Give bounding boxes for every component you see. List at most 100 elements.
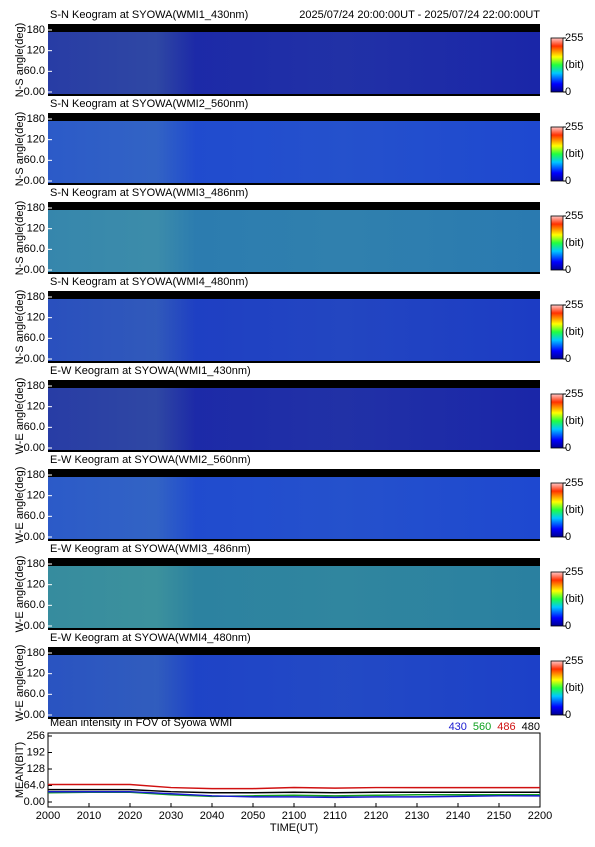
y-tick-label: 256 bbox=[27, 730, 45, 742]
y-tick-label: 120 bbox=[27, 45, 45, 57]
y-tick-label: 180 bbox=[27, 202, 45, 214]
colorbar-tick-label: 255 bbox=[565, 32, 583, 44]
y-tick-label: 0.00 bbox=[24, 442, 45, 454]
colorbar-label: (bit) bbox=[565, 326, 584, 338]
colorbar bbox=[550, 304, 564, 360]
x-tick-label: 2000 bbox=[36, 810, 60, 822]
colorbar bbox=[550, 660, 564, 716]
colorbar-label: (bit) bbox=[565, 148, 584, 160]
y-axis-label: N-S angle(deg) bbox=[14, 201, 26, 276]
y-tick-label: 60.0 bbox=[24, 510, 45, 522]
legend-entry: 486 bbox=[497, 721, 515, 733]
x-tick-label: 2040 bbox=[200, 810, 224, 822]
x-tick-label: 2130 bbox=[405, 810, 429, 822]
y-tick-label: 180 bbox=[27, 380, 45, 392]
x-tick-label: 2010 bbox=[77, 810, 101, 822]
y-tick-label: 120 bbox=[27, 401, 45, 413]
y-tick-label: 60.0 bbox=[24, 65, 45, 77]
y-tick-label: 120 bbox=[27, 223, 45, 235]
y-axis-label: MEAN(BIT) bbox=[14, 742, 26, 798]
y-tick-label: 0.00 bbox=[24, 796, 45, 808]
colorbar-tick-label: 255 bbox=[565, 566, 583, 578]
colorbar-tick-label: 255 bbox=[565, 388, 583, 400]
y-tick-label: 0.00 bbox=[24, 709, 45, 721]
colorbar-tick-label: 255 bbox=[565, 121, 583, 133]
colorbar-tick-label: 255 bbox=[565, 477, 583, 489]
panel-title: S-N Keogram at SYOWA(WMI1_430nm) bbox=[50, 9, 248, 21]
y-tick-label: 180 bbox=[27, 469, 45, 481]
panel-title: E-W Keogram at SYOWA(WMI4_480nm) bbox=[50, 632, 251, 644]
y-axis-label: N-S angle(deg) bbox=[14, 23, 26, 98]
keogram-texture bbox=[48, 388, 540, 450]
y-axis-label: W-E angle(deg) bbox=[14, 467, 26, 544]
y-tick-label: 120 bbox=[27, 668, 45, 680]
y-tick-label: 0.00 bbox=[24, 353, 45, 365]
y-tick-label: 180 bbox=[27, 291, 45, 303]
y-axis-label: W-E angle(deg) bbox=[14, 645, 26, 722]
x-tick-label: 2200 bbox=[528, 810, 552, 822]
y-tick-label: 180 bbox=[27, 113, 45, 125]
y-tick-label: 0.00 bbox=[24, 175, 45, 187]
colorbar bbox=[550, 482, 564, 538]
colorbar-tick-label: 0 bbox=[565, 264, 571, 276]
y-tick-label: 180 bbox=[27, 647, 45, 659]
panel-title: E-W Keogram at SYOWA(WMI3_486nm) bbox=[50, 543, 251, 555]
y-axis-label: W-E angle(deg) bbox=[14, 556, 26, 633]
colorbar-label: (bit) bbox=[565, 504, 584, 516]
y-tick-label: 128 bbox=[27, 763, 45, 775]
time-range: 2025/07/24 20:00:00UT - 2025/07/24 22:00… bbox=[299, 9, 540, 21]
colorbar-tick-label: 0 bbox=[565, 531, 571, 543]
keogram-texture bbox=[48, 210, 540, 272]
y-tick-label: 0.00 bbox=[24, 264, 45, 276]
y-tick-label: 60.0 bbox=[24, 421, 45, 433]
series-line bbox=[48, 790, 540, 799]
y-axis-label: N-S angle(deg) bbox=[14, 112, 26, 187]
colorbar-tick-label: 0 bbox=[565, 175, 571, 187]
legend-entry: 430 bbox=[449, 721, 467, 733]
y-tick-label: 0.00 bbox=[24, 620, 45, 632]
colorbar-tick-label: 0 bbox=[565, 442, 571, 454]
colorbar-tick-label: 0 bbox=[565, 86, 571, 98]
keogram-texture bbox=[48, 299, 540, 361]
y-tick-label: 60.0 bbox=[24, 154, 45, 166]
x-tick-label: 2030 bbox=[159, 810, 183, 822]
x-tick-label: 2050 bbox=[241, 810, 265, 822]
series-line bbox=[48, 783, 540, 790]
colorbar-tick-label: 0 bbox=[565, 709, 571, 721]
panel-title: E-W Keogram at SYOWA(WMI1_430nm) bbox=[50, 365, 251, 377]
y-axis-label: W-E angle(deg) bbox=[14, 378, 26, 455]
y-tick-label: 60.0 bbox=[24, 599, 45, 611]
panel-title: E-W Keogram at SYOWA(WMI2_560nm) bbox=[50, 454, 251, 466]
colorbar-tick-label: 0 bbox=[565, 620, 571, 632]
x-tick-label: 2110 bbox=[323, 810, 347, 822]
colorbar-tick-label: 255 bbox=[565, 299, 583, 311]
x-tick-label: 2100 bbox=[282, 810, 306, 822]
colorbar-label: (bit) bbox=[565, 237, 584, 249]
colorbar-label: (bit) bbox=[565, 682, 584, 694]
y-tick-label: 120 bbox=[27, 579, 45, 591]
x-tick-label: 2020 bbox=[118, 810, 142, 822]
y-tick-label: 180 bbox=[27, 24, 45, 36]
colorbar-label: (bit) bbox=[565, 593, 584, 605]
y-tick-label: 120 bbox=[27, 312, 45, 324]
keogram-texture bbox=[48, 655, 540, 717]
legend-entry: 560 bbox=[473, 721, 491, 733]
colorbar bbox=[550, 393, 564, 449]
colorbar bbox=[550, 571, 564, 627]
series-line bbox=[48, 788, 540, 794]
y-tick-label: 60.0 bbox=[24, 332, 45, 344]
panel-title: S-N Keogram at SYOWA(WMI4_480nm) bbox=[50, 276, 248, 288]
y-tick-label: 120 bbox=[27, 490, 45, 502]
legend-entry: 480 bbox=[522, 721, 540, 733]
x-tick-label: 2120 bbox=[364, 810, 388, 822]
x-axis-label: TIME(UT) bbox=[270, 822, 318, 834]
colorbar-label: (bit) bbox=[565, 415, 584, 427]
y-tick-label: 60.0 bbox=[24, 688, 45, 700]
keogram-texture bbox=[48, 32, 540, 94]
colorbar-label: (bit) bbox=[565, 59, 584, 71]
panel-title: S-N Keogram at SYOWA(WMI2_560nm) bbox=[50, 98, 248, 110]
keogram-texture bbox=[48, 477, 540, 539]
colorbar-tick-label: 255 bbox=[565, 655, 583, 667]
